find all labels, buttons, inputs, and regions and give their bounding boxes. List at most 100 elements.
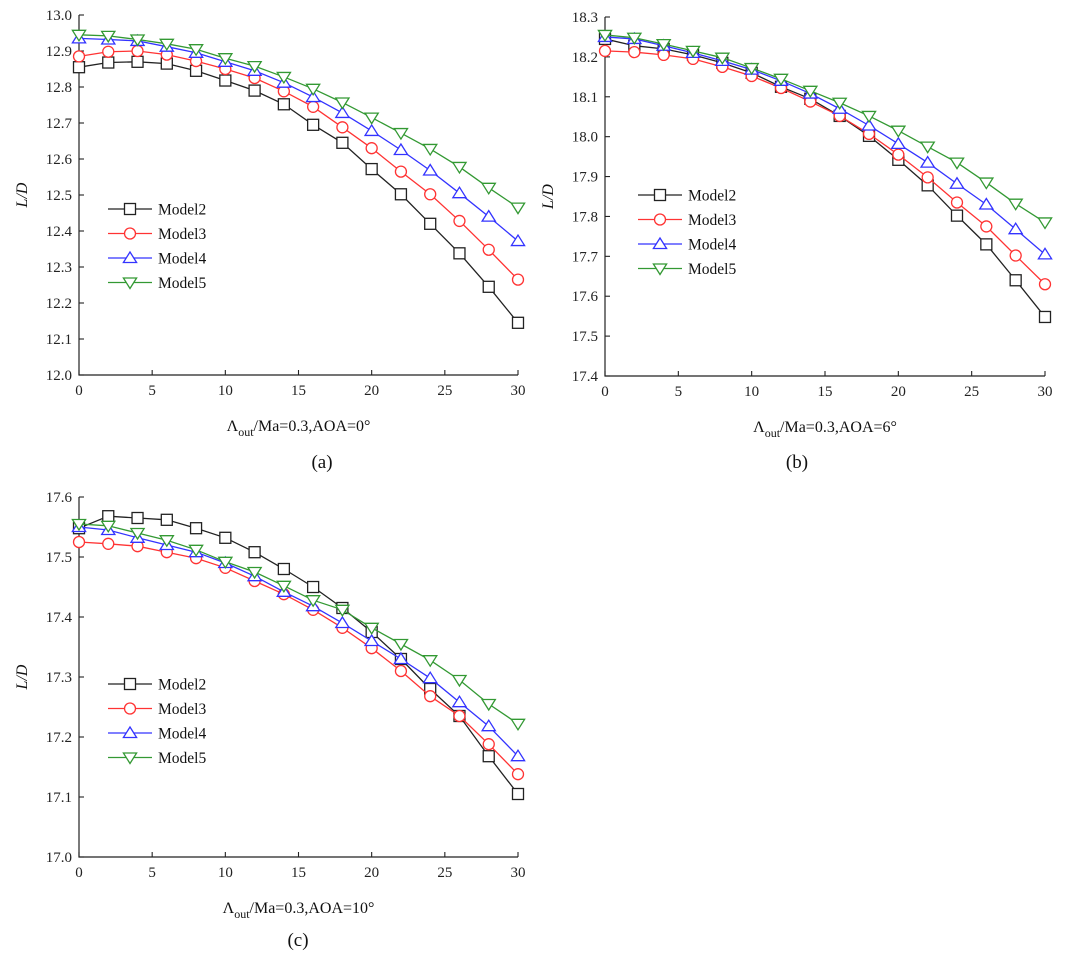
chart-b-ytick-label: 17.4 bbox=[572, 369, 599, 385]
chart-a-point-model5 bbox=[217, 53, 234, 66]
chart-c-point-model2 bbox=[511, 787, 525, 801]
chart-c-xlabel: Λout/Ma=0.3,AOA=10° bbox=[223, 900, 375, 921]
chart-b-legend-label: Model4 bbox=[688, 237, 736, 254]
chart-a-ytick-label: 12.9 bbox=[46, 44, 72, 60]
chart-a-point-model5 bbox=[480, 182, 497, 196]
chart-b-point-model5 bbox=[597, 29, 613, 43]
chart-b-legend-label: Model3 bbox=[688, 212, 736, 229]
chart-b-point-model5 bbox=[773, 73, 789, 87]
chart-b-point-model3 bbox=[1038, 278, 1052, 291]
chart-b-point-model5 bbox=[831, 97, 848, 110]
chart-a-point-model2 bbox=[306, 118, 320, 131]
chart-b-xtick-label: 10 bbox=[744, 384, 759, 400]
chart-a-point-model5 bbox=[100, 30, 117, 44]
chart-c-point-model5 bbox=[159, 535, 175, 548]
chart-b-point-model5 bbox=[626, 32, 643, 45]
chart-a-legend-marker bbox=[123, 227, 137, 240]
chart-c-point-model4 bbox=[510, 748, 526, 762]
chart-a-point-model5 bbox=[305, 83, 321, 97]
chart-c-point-model3 bbox=[72, 535, 86, 549]
chart-panel-c: 0 5 10 15 20 25 30 17.0 17.1 17.2 17.3 17.4 17.5 17.6… bbox=[0, 478, 540, 967]
chart-a-ytick-label: 12.7 bbox=[46, 116, 73, 132]
chart-a-point-model4 bbox=[422, 163, 438, 176]
chart-b-point-model3 bbox=[1009, 249, 1022, 262]
chart-c-point-model3 bbox=[511, 768, 525, 781]
chart-c-series-model5 bbox=[71, 518, 526, 732]
chart-c-legend-label: Model4 bbox=[158, 726, 206, 743]
chart-b-legend-marker bbox=[652, 236, 668, 250]
chart-b-svg: 0 5 10 15 20 25 30 17.4 17.5 17.6 17.7 17.8 17.9 18.0… bbox=[540, 10, 1053, 473]
chart-a-point-model4 bbox=[480, 209, 497, 222]
chart-b-ytick-label: 17.9 bbox=[572, 170, 598, 186]
chart-b-point-model5 bbox=[743, 62, 760, 76]
chart-b-legend-label: Model5 bbox=[688, 261, 736, 278]
chart-c-point-model3 bbox=[482, 738, 495, 751]
chart-c-legend-marker bbox=[123, 677, 137, 691]
chart-a-point-model5 bbox=[129, 34, 146, 47]
chart-c-point-model2 bbox=[248, 546, 261, 559]
chart-a-point-model3 bbox=[453, 214, 466, 228]
chart-c-ylabel: L/D bbox=[14, 664, 31, 690]
chart-panel-a: 0 5 10 15 20 25 30 12.0 12.1 12.2 12.3 12.4 12.5 12.6… bbox=[0, 0, 540, 490]
chart-c-series-model4 bbox=[71, 519, 526, 762]
chart-c-point-model2 bbox=[482, 750, 495, 763]
chart-c-legend-marker bbox=[122, 752, 138, 765]
chart-c-point-model3 bbox=[102, 537, 115, 550]
chart-a-xtick-label: 0 bbox=[75, 383, 83, 399]
chart-b-point-model2 bbox=[1009, 274, 1022, 287]
chart-b-line-model3 bbox=[604, 50, 1046, 285]
chart-a-xtick-label: 10 bbox=[218, 383, 233, 399]
chart-a-ytick-label: 12.2 bbox=[46, 296, 72, 312]
chart-c-point-model4 bbox=[451, 694, 468, 708]
chart-a-series-model2 bbox=[72, 55, 525, 329]
chart-a-legend: Model2 Model3 Model4 Model5 bbox=[108, 202, 206, 292]
chart-b-xtick-label: 5 bbox=[675, 384, 683, 400]
chart-c-line-model4 bbox=[78, 526, 519, 757]
chart-c-point-model4 bbox=[422, 670, 438, 684]
chart-c-line-model5 bbox=[78, 523, 519, 725]
chart-a-point-model5 bbox=[510, 202, 526, 215]
chart-a-line-model5 bbox=[78, 34, 519, 209]
chart-a-caption: (a) bbox=[311, 452, 332, 473]
chart-a-point-model2 bbox=[219, 74, 232, 87]
chart-a-xlabel: Λout/Ma=0.3,AOA=0° bbox=[227, 418, 371, 439]
chart-b-ytick-label: 18.2 bbox=[572, 50, 598, 66]
chart-c-point-model5 bbox=[363, 622, 380, 636]
chart-c-point-model4 bbox=[334, 615, 351, 629]
chart-c-point-model2 bbox=[102, 510, 115, 523]
chart-b-ytick-label: 17.8 bbox=[572, 209, 598, 225]
chart-a-point-model4 bbox=[305, 89, 321, 103]
chart-b-xlabel: Λout/Ma=0.3,AOA=6° bbox=[753, 419, 897, 440]
chart-b-point-model4 bbox=[890, 136, 907, 149]
chart-c-ytick-label: 17.5 bbox=[46, 550, 72, 566]
chart-a-point-model4 bbox=[393, 142, 409, 156]
chart-b-point-model2 bbox=[980, 238, 993, 251]
chart-b-series-model3 bbox=[598, 44, 1052, 291]
chart-a-point-model2 bbox=[102, 56, 115, 69]
chart-b-line-model2 bbox=[604, 38, 1046, 318]
chart-a-xtick-label: 30 bbox=[511, 383, 526, 399]
chart-a-point-model3 bbox=[424, 188, 437, 201]
chart-a-xtick-label: 20 bbox=[364, 383, 379, 399]
chart-b-xtick-label: 30 bbox=[1038, 384, 1053, 400]
chart-a-point-model3 bbox=[482, 243, 495, 256]
chart-b-point-model3 bbox=[892, 148, 905, 161]
chart-c-point-model2 bbox=[160, 513, 173, 526]
chart-a-series-model5 bbox=[71, 29, 526, 215]
chart-c-point-model5 bbox=[188, 544, 204, 558]
chart-a-point-model2 bbox=[453, 247, 466, 260]
chart-a-point-model4 bbox=[363, 123, 380, 137]
chart-a-point-model3 bbox=[72, 50, 86, 63]
chart-b-ytick-label: 18.0 bbox=[572, 130, 598, 146]
chart-a-legend-label: Model4 bbox=[158, 251, 206, 268]
chart-c-xtick-label: 0 bbox=[75, 865, 83, 881]
chart-b-point-model3 bbox=[628, 45, 641, 59]
chart-c-point-model3 bbox=[394, 664, 408, 678]
chart-a-point-model3 bbox=[394, 165, 408, 178]
chart-a-point-model4 bbox=[334, 105, 351, 119]
chart-b-point-model3 bbox=[921, 171, 934, 184]
chart-b-line-model5 bbox=[604, 34, 1046, 223]
chart-c-point-model2 bbox=[131, 511, 144, 525]
chart-a-point-model5 bbox=[246, 60, 263, 74]
chart-a-ytick-label: 12.6 bbox=[46, 152, 73, 168]
